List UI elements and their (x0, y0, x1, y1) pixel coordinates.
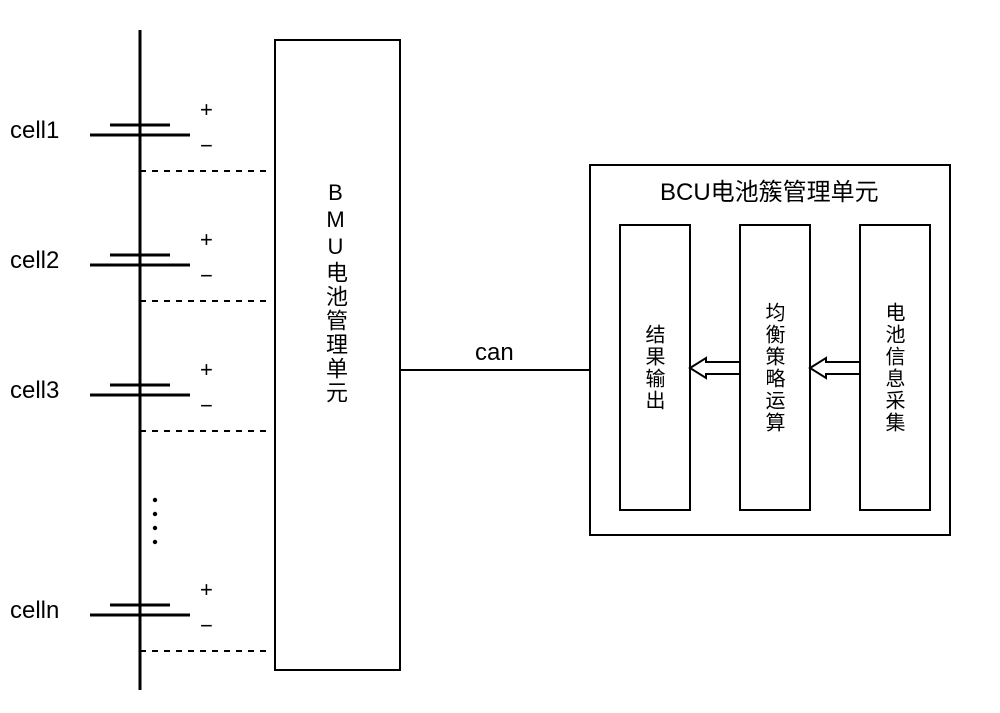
minus-icon: − (200, 613, 213, 638)
minus-icon: − (200, 393, 213, 418)
minus-icon: − (200, 263, 213, 288)
can-label: can (475, 339, 514, 366)
minus-icon: − (200, 133, 213, 158)
cell-label: cell2 (10, 247, 59, 274)
ellipsis-dot (153, 512, 157, 516)
bcu-title: BCU电池簇管理单元 (660, 179, 879, 206)
cell-label: cell1 (10, 117, 59, 144)
plus-icon: + (200, 577, 213, 602)
plus-icon: + (200, 357, 213, 382)
ellipsis-dot (153, 498, 157, 502)
bcu-block-label: 电池信息采集 (879, 245, 911, 490)
ellipsis-dot (153, 526, 157, 530)
ellipsis-dot (153, 540, 157, 544)
bmu-label: BMU电池管理单元 (319, 180, 355, 520)
cell-label: celln (10, 597, 59, 624)
bcu-block-label: 结果输出 (639, 245, 671, 490)
bcu-block-label: 均衡策略运算 (759, 245, 791, 490)
cell-label: cell3 (10, 377, 59, 404)
plus-icon: + (200, 97, 213, 122)
bcu-arrow-left-icon (810, 358, 860, 378)
plus-icon: + (200, 227, 213, 252)
bcu-arrow-left-icon (690, 358, 740, 378)
